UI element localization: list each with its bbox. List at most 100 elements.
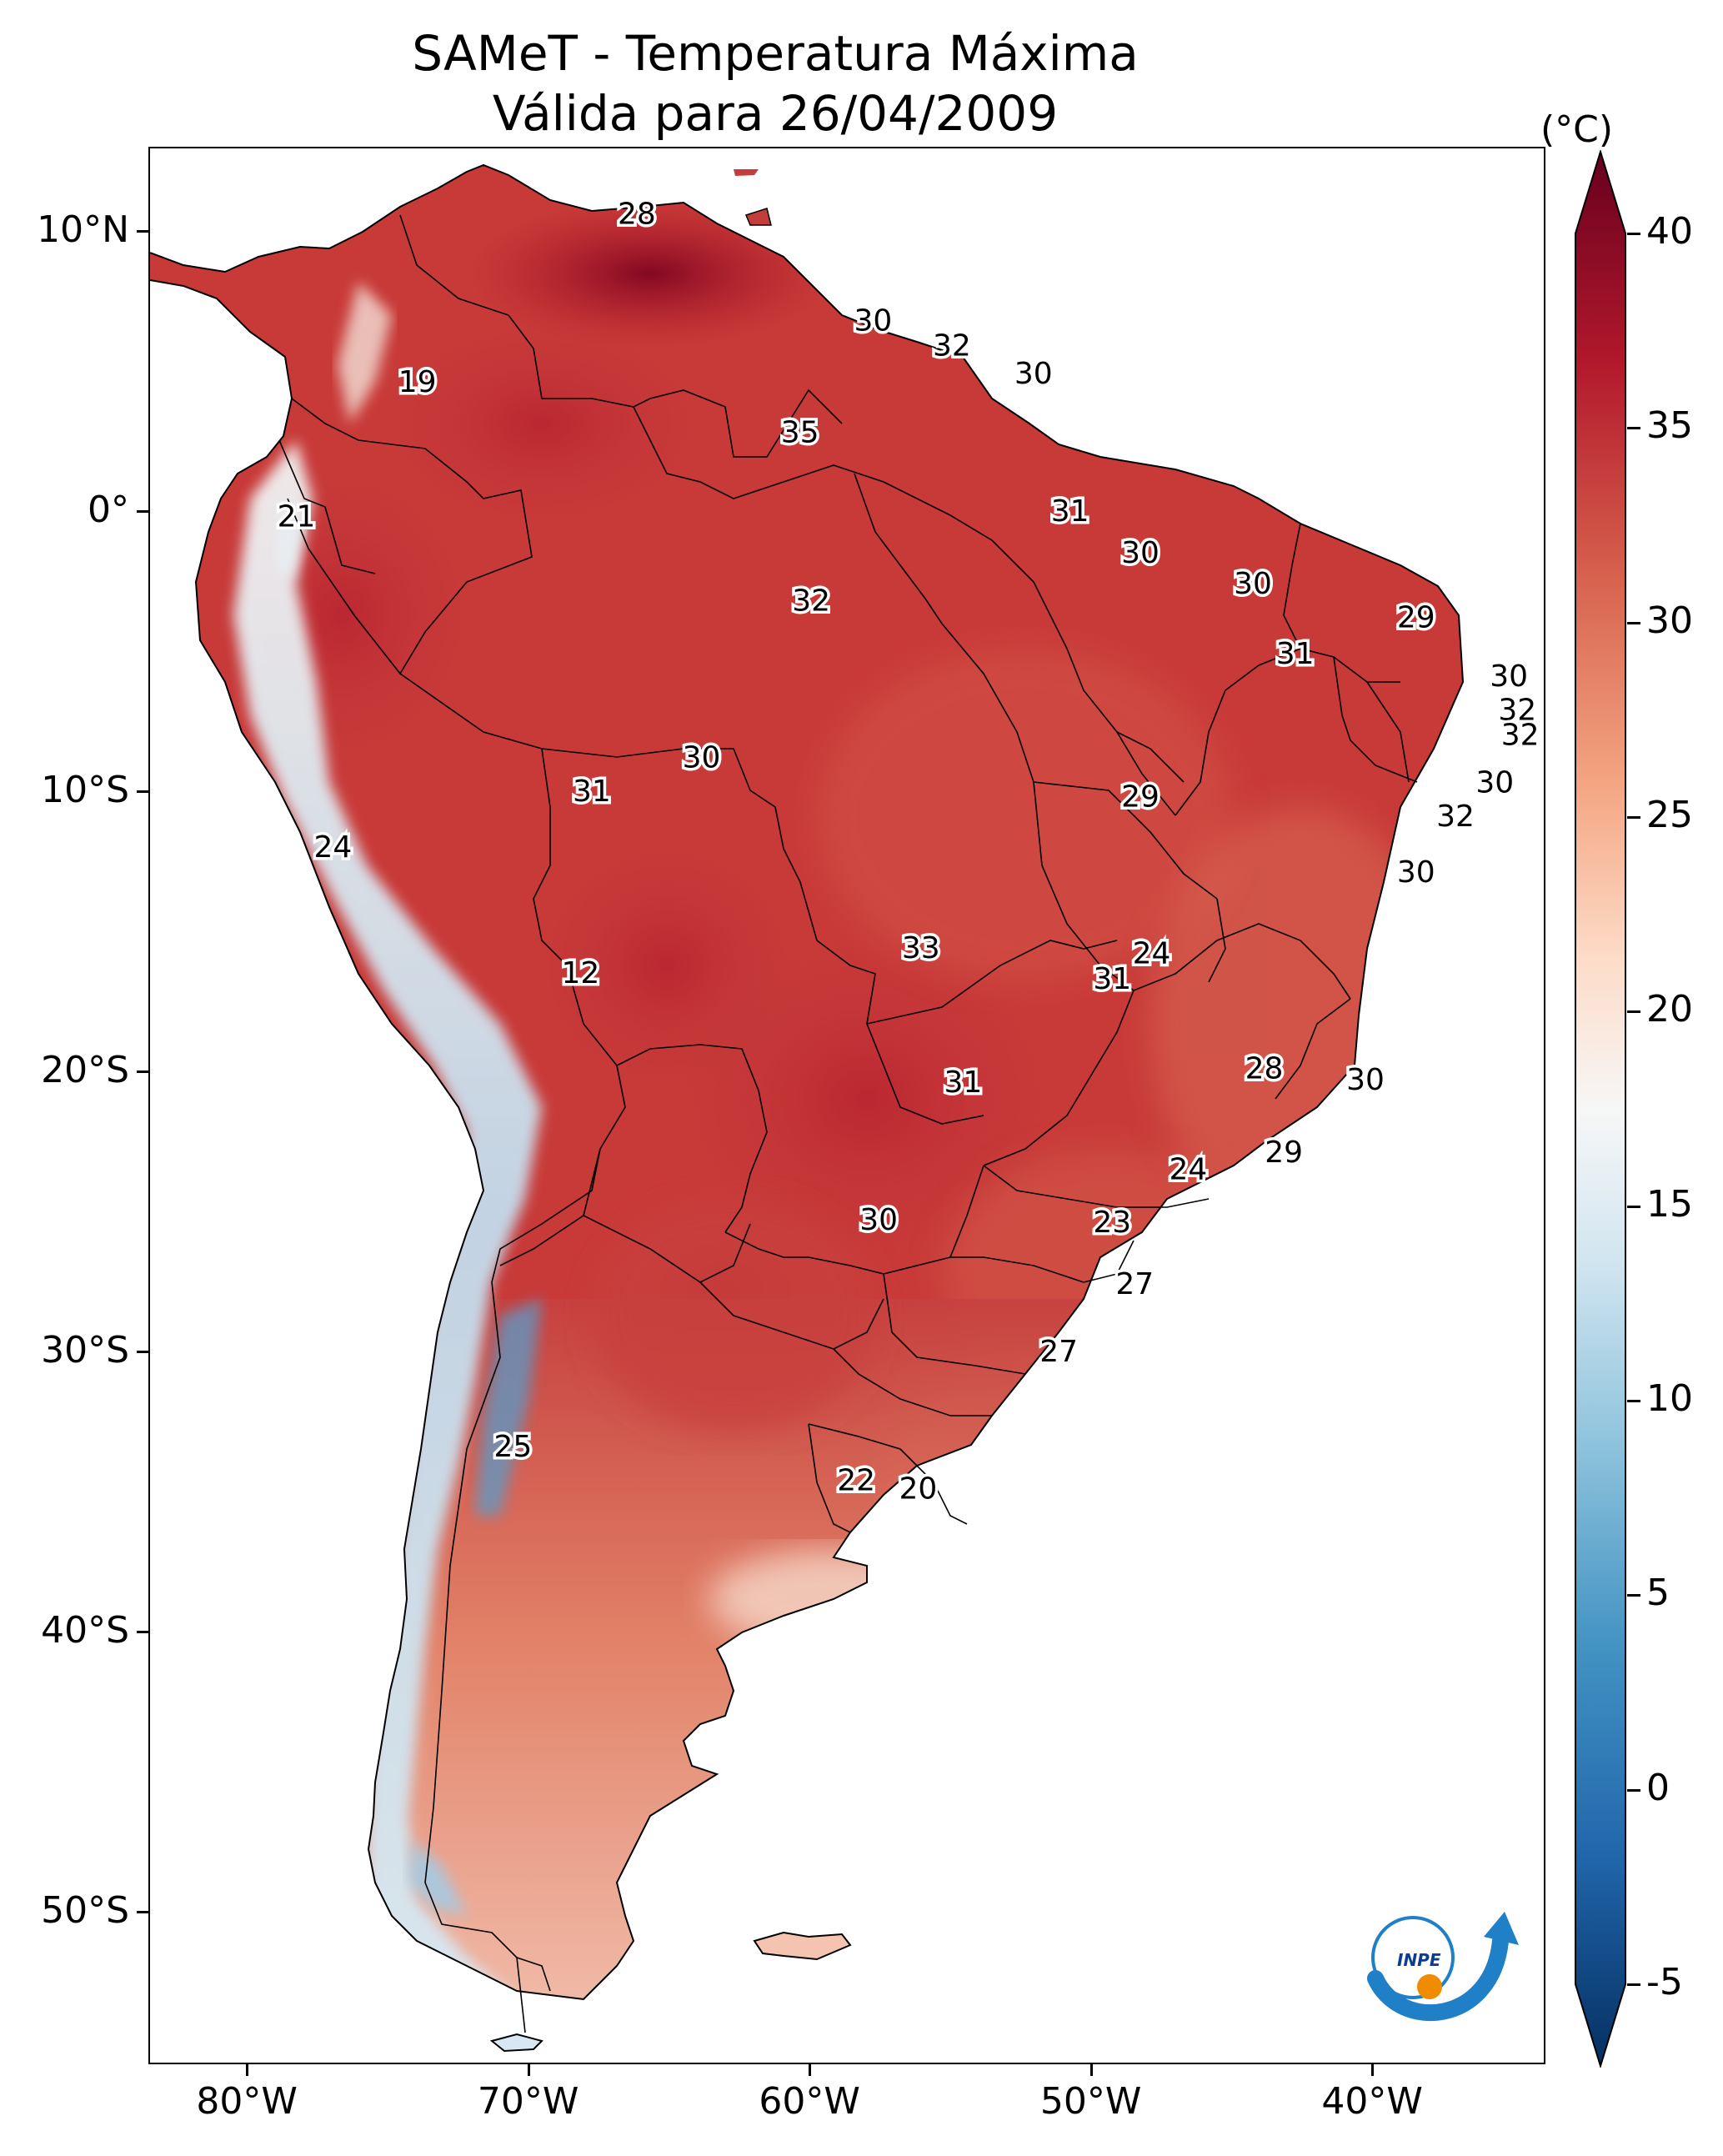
- station-value-label: 31: [1051, 494, 1089, 529]
- colorbar-tick-label: 5: [1646, 1572, 1670, 1615]
- longitude-tick-label: 50°W: [1039, 2080, 1142, 2123]
- station-value-label: 30: [859, 1203, 898, 1237]
- station-value-label: 25: [493, 1430, 532, 1464]
- longitude-tick: [527, 2064, 530, 2076]
- logo-orbit: [1371, 1916, 1455, 1999]
- colorbar-tick: [1627, 816, 1640, 819]
- station-value-label: 32: [1436, 800, 1475, 834]
- logo-arrow-body: [1367, 1933, 1509, 2022]
- station-value-label: 30: [1475, 766, 1514, 800]
- inpe-logo: INPE: [1367, 1912, 1519, 2022]
- station-value-label: 32: [792, 584, 830, 618]
- colorbar-unit: (°C): [1540, 108, 1614, 151]
- latitude-tick-label: 0°: [88, 488, 129, 531]
- station-value-label: 32: [933, 329, 971, 364]
- station-value-label: 20: [899, 1472, 937, 1506]
- logo-sun: [1417, 1974, 1442, 1999]
- station-value-label: 31: [1276, 637, 1315, 671]
- latitude-tick-label: 40°S: [41, 1608, 129, 1652]
- station-value-label: 29: [1265, 1136, 1303, 1170]
- title-line-1: SAMeT - Temperatura Máxima: [412, 25, 1139, 82]
- latitude-tick-label: 30°S: [41, 1328, 129, 1371]
- latitude-tick: [137, 1630, 148, 1633]
- colorbar-tick: [1627, 233, 1640, 235]
- latitude-tick: [137, 1910, 148, 1913]
- colorbar-tick-label: 30: [1646, 599, 1693, 642]
- colorbar-tick-label: 0: [1646, 1766, 1670, 1809]
- colorbar: [1575, 150, 1626, 2068]
- station-value-label: 24: [313, 830, 352, 865]
- colorbar-tick-label: 40: [1646, 210, 1693, 253]
- colorbar-body: [1575, 150, 1626, 2068]
- station-value-label: 31: [944, 1065, 982, 1100]
- station-value-label: 22: [837, 1463, 875, 1497]
- longitude-tick: [246, 2064, 249, 2076]
- title-line-2: Válida para 26/04/2009: [492, 85, 1059, 142]
- longitude-tick: [1089, 2064, 1093, 2076]
- colorbar-tick-label: 10: [1646, 1377, 1693, 1420]
- station-value-label: 30: [1490, 659, 1528, 694]
- station-value-label: 30: [683, 741, 721, 775]
- colorbar-tick: [1627, 1594, 1640, 1597]
- colorbar-tick-label: 20: [1646, 988, 1693, 1031]
- station-value-label: 23: [1093, 1206, 1131, 1240]
- map-title: SAMeT - Temperatura Máxima Válida para 2…: [0, 23, 1550, 143]
- station-value-label: 35: [781, 416, 819, 450]
- station-value-label: 21: [278, 500, 316, 534]
- longitude-tick-label: 40°W: [1321, 2080, 1423, 2123]
- station-value-label: 30: [1397, 855, 1435, 890]
- logo-text: INPE: [1397, 1950, 1441, 1970]
- latitude-tick-label: 20°S: [41, 1048, 129, 1091]
- latitude-tick: [137, 229, 148, 233]
- longitude-tick-label: 60°W: [759, 2080, 860, 2123]
- station-value-label: 30: [1234, 567, 1272, 601]
- latitude-tick: [137, 1350, 148, 1353]
- station-value-label: 30: [854, 303, 892, 338]
- latitude-tick: [137, 790, 148, 793]
- colorbar-tick: [1627, 1010, 1640, 1014]
- colorbar-tick-label: 35: [1646, 404, 1693, 448]
- falkland-islands: [753, 1931, 852, 1961]
- station-value-label: 29: [1397, 601, 1435, 635]
- latitude-tick-label: 10°S: [41, 768, 129, 811]
- colorbar-tick: [1627, 427, 1640, 430]
- station-value-label: 28: [1245, 1051, 1284, 1086]
- station-value-label: 29: [1121, 780, 1160, 815]
- station-value-label: 30: [1346, 1063, 1385, 1097]
- latitude-tick: [137, 509, 148, 513]
- colorbar-tick: [1627, 1788, 1640, 1792]
- station-value-label: 12: [561, 956, 599, 990]
- station-value-label: 31: [1093, 962, 1131, 996]
- station-value-label: 32: [1498, 693, 1536, 727]
- station-value-label: 27: [1039, 1335, 1078, 1369]
- trinidad-island: [744, 208, 772, 226]
- colorbar-tick: [1627, 1983, 1640, 1986]
- longitude-tick: [1371, 2064, 1375, 2076]
- station-value-label: 32: [1501, 719, 1540, 753]
- borders: [278, 214, 1418, 2033]
- longitude-tick: [809, 2064, 812, 2076]
- station-value-label: 19: [398, 365, 437, 399]
- latitude-tick-label: 10°N: [37, 208, 129, 251]
- colorbar-tick: [1627, 621, 1640, 624]
- colorbar-tick: [1627, 1205, 1640, 1208]
- longitude-tick-label: 70°W: [477, 2080, 579, 2123]
- longitude-tick-label: 80°W: [196, 2080, 298, 2123]
- station-value-label: 24: [1169, 1152, 1207, 1186]
- latitude-tick: [137, 1070, 148, 1073]
- colorbar-tick-label: 25: [1646, 794, 1693, 836]
- temperature-field: [150, 165, 1463, 1999]
- colorbar-tick-label: 15: [1646, 1182, 1693, 1226]
- station-value-label: 33: [902, 931, 940, 965]
- map-panel: 28 19 21 30 32 30 35 31 30 30 32 29 31 30 32 32 30 31 29 30…: [148, 147, 1545, 2064]
- station-value-label: 27: [1115, 1267, 1154, 1301]
- island: [489, 2033, 543, 2053]
- station-value-label: 30: [1014, 357, 1053, 391]
- colorbar-tick-label: -5: [1646, 1961, 1683, 2003]
- station-value-label: 31: [573, 775, 611, 809]
- station-value-label: 24: [1133, 937, 1171, 971]
- colorbar-tick: [1627, 1400, 1640, 1402]
- station-value-label: 28: [618, 198, 656, 232]
